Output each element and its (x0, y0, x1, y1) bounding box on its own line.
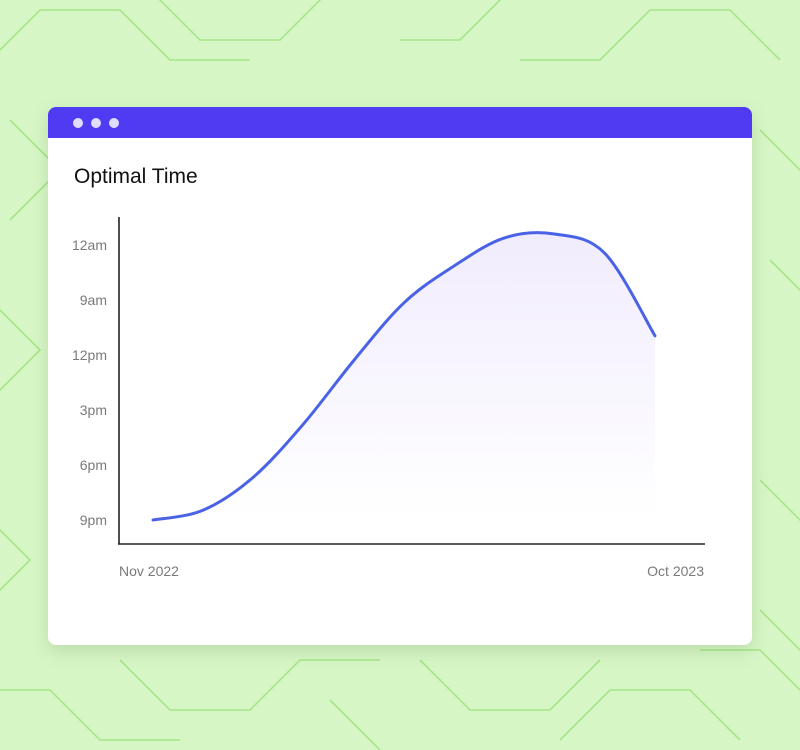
pattern-line (769, 259, 800, 292)
area-chart: 9pm 6pm 3pm 12pm 9am 12am Nov 2022 Oct 2023 (72, 217, 705, 579)
pattern-line (158, 0, 322, 41)
x-tick-label: Nov 2022 (119, 563, 179, 579)
y-tick-label: 12pm (72, 347, 107, 363)
x-tick-label: Oct 2023 (647, 563, 704, 579)
pattern-line (0, 308, 42, 392)
pattern-line (700, 649, 800, 692)
pattern-line (559, 689, 741, 741)
window-dot[interactable] (91, 117, 101, 128)
pattern-line (0, 689, 180, 741)
pattern-line (400, 0, 502, 41)
pattern-line (419, 659, 601, 711)
pattern-line (520, 9, 781, 61)
y-tick-label: 6pm (80, 457, 107, 473)
series-line (151, 231, 657, 522)
area-fill (153, 232, 655, 520)
y-tick-label: 9pm (80, 512, 107, 528)
chart-window: Optimal Time 9pm 6pm 3pm 12pm 9am 12am Nov 20… (48, 107, 752, 645)
window-titlebar (48, 107, 752, 138)
chart-title: Optimal Time (74, 165, 198, 188)
y-tick-label: 12am (72, 237, 107, 253)
window-dot[interactable] (73, 117, 83, 128)
pattern-line (759, 609, 800, 652)
window-dot[interactable] (109, 117, 119, 128)
pattern-line (759, 129, 800, 172)
pattern-line (759, 479, 800, 522)
y-tick-label: 3pm (80, 402, 107, 418)
y-tick-label: 9am (80, 292, 107, 308)
pattern-line (0, 9, 250, 61)
pattern-line (119, 659, 380, 711)
pattern-line (0, 528, 32, 592)
pattern-line (329, 699, 381, 750)
